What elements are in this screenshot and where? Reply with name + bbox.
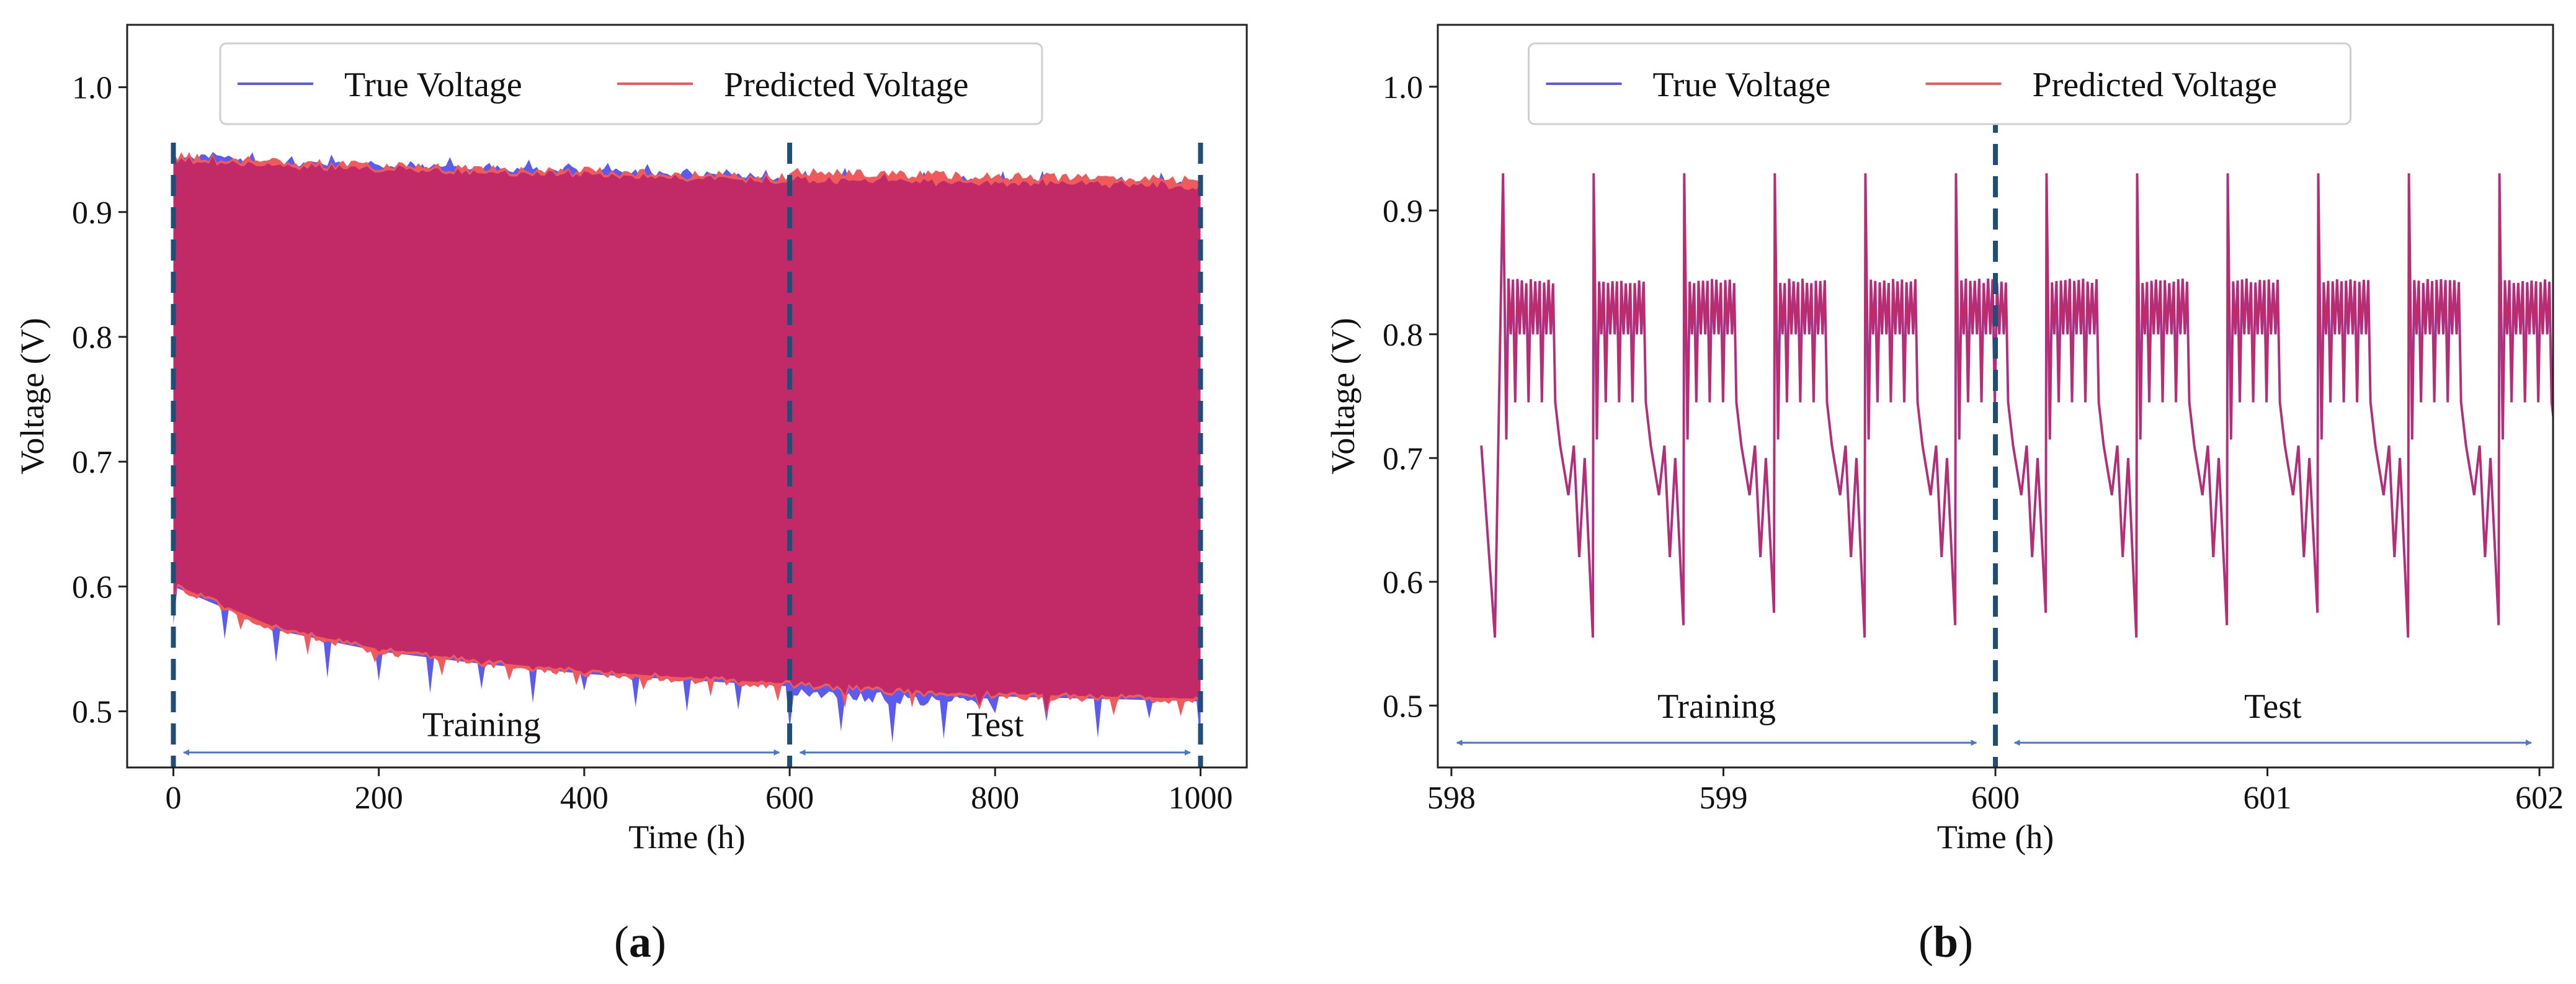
plot-frame-a bbox=[126, 24, 1248, 769]
y-tick-label: 0.5 bbox=[1383, 689, 1423, 724]
x-tick-label: 600 bbox=[1971, 780, 2020, 816]
x-tick-label: 800 bbox=[971, 780, 1019, 816]
y-tick-label: 0.5 bbox=[72, 694, 112, 730]
panel-caption-b: (b) bbox=[1919, 917, 1973, 967]
x-tick-label: 601 bbox=[2244, 780, 2292, 816]
y-axis-label-a: Voltage (V) bbox=[14, 318, 51, 474]
legend-label-predicted-voltage: Predicted Voltage bbox=[2033, 66, 2278, 104]
y-axis-label-b: Voltage (V) bbox=[1324, 318, 1362, 474]
x-tick-label: 599 bbox=[1699, 780, 1747, 816]
y-tick-label: 1.0 bbox=[72, 71, 112, 106]
x-axis-label-a: Time (h) bbox=[628, 818, 746, 856]
y-tick-label: 0.8 bbox=[72, 320, 112, 356]
panel-a-chart: 0 200 400 600 800 1000 0.5 0.6 0.7 0.8 0.9 1.0 Tim… bbox=[14, 24, 1248, 967]
x-tick-label: 0 bbox=[166, 780, 182, 816]
y-tick-label: 0.9 bbox=[1383, 194, 1423, 229]
region-label-training-b: Training bbox=[1657, 687, 1776, 726]
x-tick-label: 200 bbox=[355, 780, 403, 816]
caption-open-b: ( bbox=[1919, 917, 1933, 967]
y-tick-label: 0.6 bbox=[72, 570, 112, 605]
region-label-test-b: Test bbox=[2244, 687, 2302, 726]
x-tick-label: 602 bbox=[2515, 780, 2564, 816]
y-tick-label: 0.6 bbox=[1383, 565, 1423, 601]
series-overlap bbox=[173, 154, 1201, 713]
y-axis-a: 0.5 0.6 0.7 0.8 0.9 1.0 bbox=[72, 71, 127, 730]
y-tick-label: 1.0 bbox=[1383, 70, 1423, 105]
legend-label-predicted-voltage: Predicted Voltage bbox=[724, 66, 969, 104]
legend-label-true-voltage: True Voltage bbox=[1653, 66, 1831, 104]
legend-label-true-voltage: True Voltage bbox=[344, 66, 522, 104]
y-tick-label: 0.7 bbox=[72, 445, 112, 480]
region-label-training-a: Training bbox=[422, 706, 541, 745]
caption-close-b: ) bbox=[1958, 917, 1973, 967]
region-label-test-a: Test bbox=[966, 706, 1024, 745]
caption-close-a: ) bbox=[651, 917, 666, 967]
x-tick-label: 1000 bbox=[1168, 780, 1232, 816]
y-tick-label: 0.8 bbox=[1383, 318, 1423, 353]
y-tick-label: 0.7 bbox=[1383, 441, 1423, 476]
caption-open-a: ( bbox=[614, 917, 629, 967]
panel-caption-a: (a) bbox=[614, 917, 666, 967]
x-axis-b: 598 599 600 601 602 bbox=[1427, 767, 2564, 816]
x-axis-a: 0 200 400 600 800 1000 bbox=[166, 767, 1232, 816]
x-tick-label: 400 bbox=[560, 780, 608, 816]
x-tick-label: 600 bbox=[765, 780, 814, 816]
series-predicted-voltage bbox=[1480, 173, 2553, 638]
y-axis-b: 0.5 0.6 0.7 0.8 0.9 1.0 bbox=[1383, 70, 1438, 724]
legend-b: True Voltage Predicted Voltage bbox=[1528, 42, 2351, 125]
caption-letter-a: a bbox=[629, 917, 651, 967]
x-axis-label-b: Time (h) bbox=[1937, 818, 2054, 856]
x-tick-label: 598 bbox=[1427, 780, 1476, 816]
plot-area-b bbox=[1456, 112, 2553, 767]
caption-letter-b: b bbox=[1933, 917, 1958, 967]
plot-area-a bbox=[171, 143, 1203, 767]
panel-b-chart: 598 599 600 601 602 0.5 0.6 0.7 0.8 0.9 1.0 Time … bbox=[1324, 24, 2564, 967]
legend-a: True Voltage Predicted Voltage bbox=[219, 42, 1043, 125]
y-tick-label: 0.9 bbox=[72, 195, 112, 231]
